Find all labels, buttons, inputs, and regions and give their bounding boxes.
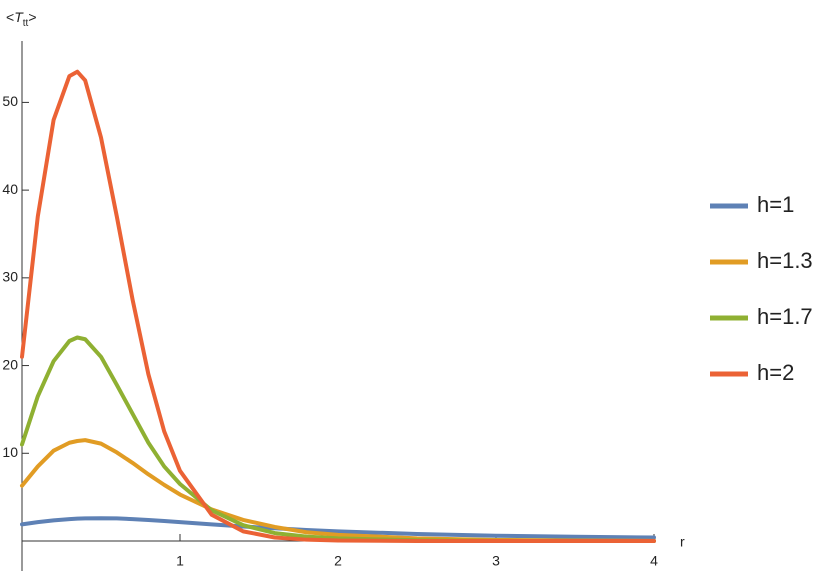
line [20,335,656,543]
y-axis-label: <Ttt> [6,9,37,29]
y-label-part: T [14,9,24,25]
legend-label: h=1.7 [757,304,813,329]
y-label-part: < [6,9,14,25]
x-tick-label: 2 [334,553,342,569]
y-tick-label: 10 [2,444,18,460]
x-axis-label: r [680,534,685,550]
y-label-part: > [28,9,36,25]
x-tick-label: 1 [176,553,184,569]
line [20,69,656,543]
y-tick-label: 40 [2,181,18,197]
legend-label: h=1 [757,192,794,217]
x-tick-label: 4 [650,553,658,569]
x-tick-label: 3 [492,553,500,569]
line [20,438,656,543]
y-label-part: tt [23,18,29,29]
y-tick-label: 50 [2,93,18,109]
y-tick-label: 20 [2,356,18,372]
y-tick-label: 30 [2,269,18,285]
line [20,516,656,540]
legend-label: h=2 [757,360,794,385]
legend-label: h=1.3 [757,248,813,273]
